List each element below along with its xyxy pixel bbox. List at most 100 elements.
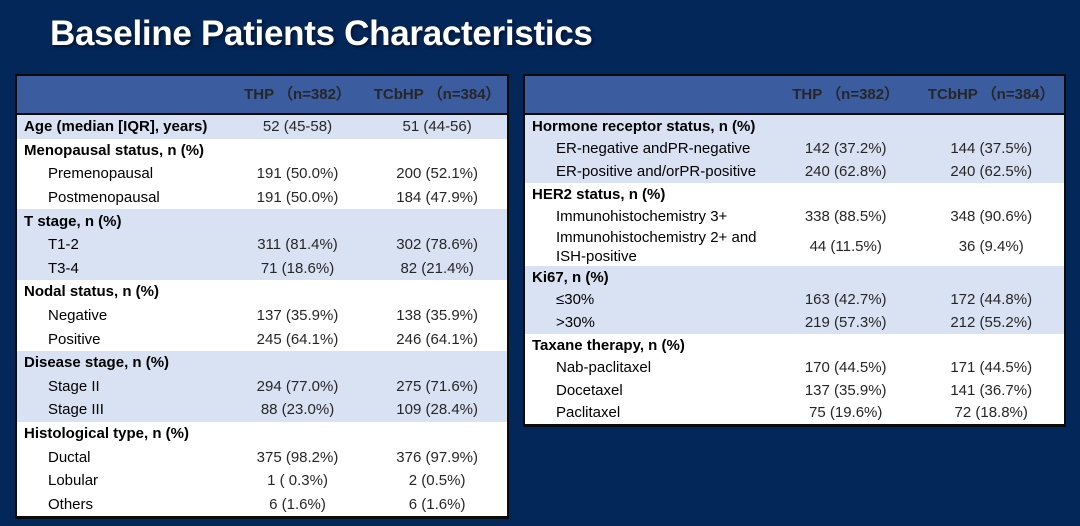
table-row: Postmenopausal 191 (50.0%) 184 (47.9%)	[17, 185, 507, 210]
row-item-label: T3-4	[48, 259, 79, 277]
value-tcbhp: 246 (64.1%)	[396, 330, 478, 348]
value-tcbhp: 109 (28.4%)	[396, 401, 478, 419]
row-item-label: Stage II	[48, 377, 100, 395]
row-item-label: >30%	[556, 313, 595, 331]
value-tcbhp: 72 (18.8%)	[954, 404, 1028, 422]
page-title: Baseline Patients Characteristics	[50, 14, 593, 53]
table-row: Others 6 (1.6%) 6 (1.6%)	[17, 492, 507, 517]
baseline-table-demographics: THP （n=382） TCbHP （n=384） Age (median [IQR…	[15, 74, 509, 520]
table-row: Histological type, n (%)	[17, 421, 507, 446]
value-thp: 338 (88.5%)	[804, 208, 887, 226]
row-item-label: Docetaxel	[556, 381, 623, 399]
table-row: T1-2 311 (81.4%) 302 (78.6%)	[17, 232, 507, 257]
table-row: Stage II 294 (77.0%) 275 (71.6%)	[17, 374, 507, 399]
value-tcbhp: 275 (71.6%)	[396, 377, 478, 395]
table-row: Nodal status, n (%)	[17, 280, 507, 304]
row-category-label: Age (median [IQR], years)	[24, 118, 208, 136]
row-item-label: ER-positive and/orPR-positive	[556, 162, 757, 180]
value-thp: 142 (37.2%)	[804, 140, 887, 158]
table-row: Ki67, n (%)	[525, 265, 1064, 289]
table-row: Negative 137 (35.9%) 138 (35.9%)	[17, 303, 507, 328]
value-thp: 245 (64.1%)	[256, 330, 339, 348]
value-thp: 219 (57.3%)	[804, 313, 887, 331]
table-row: ER-positive and/orPR-positive 240 (62.8%)…	[525, 160, 1064, 183]
value-tcbhp: 51 (44-56)	[402, 118, 472, 136]
table-row: Age (median [IQR], years) 52 (45-58) 51 (4…	[17, 115, 507, 139]
row-item-label: Lobular	[48, 472, 99, 490]
row-item-label: Negative	[48, 307, 108, 325]
value-thp: 1 ( 0.3%)	[267, 472, 328, 490]
column-header-thp: THP （n=382）	[792, 86, 900, 103]
table-row: T stage, n (%)	[17, 209, 507, 233]
value-thp: 240 (62.8%)	[804, 162, 887, 180]
row-item-label: Postmenopausal	[48, 189, 160, 207]
value-tcbhp: 212 (55.2%)	[950, 313, 1033, 331]
row-item-label: ER-negative andPR-negative	[556, 140, 751, 158]
value-tcbhp: 348 (90.6%)	[950, 208, 1033, 226]
value-tcbhp: 144 (37.5%)	[950, 140, 1033, 158]
table-row: Nab-paclitaxel 170 (44.5%) 171 (44.5%)	[525, 356, 1064, 379]
value-thp: 375 (98.2%)	[256, 448, 339, 466]
value-thp: 137 (35.9%)	[804, 381, 887, 399]
table-row: >30% 219 (57.3%) 212 (55.2%)	[525, 311, 1064, 334]
value-tcbhp: 138 (35.9%)	[396, 307, 478, 325]
row-item-label: Immunohistochemistry 3+	[556, 208, 728, 226]
value-tcbhp: 6 (1.6%)	[408, 495, 466, 513]
column-header-thp: THP （n=382）	[244, 86, 351, 103]
value-tcbhp: 82 (21.4%)	[400, 259, 474, 277]
table-row: HER2 status, n (%)	[525, 182, 1064, 206]
value-thp: 71 (18.6%)	[260, 259, 335, 277]
row-category-label: Nodal status, n (%)	[24, 283, 160, 301]
table-row: Menopausal status, n (%)	[17, 138, 507, 163]
row-item-label: Ductal	[48, 448, 91, 466]
row-item-label: Stage III	[48, 401, 104, 419]
value-tcbhp: 141 (36.7%)	[950, 381, 1033, 399]
value-thp: 163 (42.7%)	[804, 291, 887, 309]
value-tcbhp: 172 (44.8%)	[950, 291, 1033, 309]
table-row: Immunohistochemistry 2+ and ISH-positive…	[525, 227, 1064, 266]
table-row: Disease stage, n (%)	[17, 350, 507, 375]
value-tcbhp: 240 (62.5%)	[950, 162, 1033, 180]
row-category-label: T stage, n (%)	[24, 212, 122, 230]
table-row: Hormone receptor status, n (%)	[525, 115, 1064, 138]
row-category-label: HER2 status, n (%)	[532, 185, 666, 203]
table-row: Stage III 88 (23.0%) 109 (28.4%)	[17, 398, 507, 422]
table-header-row: THP （n=382） TCbHP （n=384）	[525, 76, 1064, 115]
row-item-label: Paclitaxel	[556, 404, 621, 422]
table-row: Premenopausal 191 (50.0%) 200 (52.1%)	[17, 162, 507, 186]
table-row: Immunohistochemistry 3+ 338 (88.5%) 348 (9…	[525, 205, 1064, 228]
value-thp: 44 (11.5%)	[809, 238, 882, 256]
value-thp: 311 (81.4%)	[257, 236, 338, 254]
value-tcbhp: 200 (52.1%)	[396, 165, 478, 183]
baseline-table-tumor-treatment: THP （n=382） TCbHP （n=384） Hormone receptor…	[523, 74, 1066, 428]
column-header-tcbhp: TCbHP （n=384）	[373, 86, 501, 103]
value-thp: 191 (50.0%)	[256, 165, 339, 183]
value-thp: 294 (77.0%)	[256, 377, 339, 395]
row-category-label: Taxane therapy, n (%)	[532, 336, 685, 354]
table-row: ≤30% 163 (42.7%) 172 (44.8%)	[525, 288, 1064, 312]
row-category-label: Disease stage, n (%)	[24, 354, 170, 372]
row-category-label: Histological type, n (%)	[24, 425, 190, 443]
value-tcbhp: 184 (47.9%)	[396, 189, 478, 207]
value-tcbhp: 36 (9.4%)	[958, 238, 1024, 256]
row-item-label: Nab-paclitaxel	[556, 359, 652, 377]
table-row: Ductal 375 (98.2%) 376 (97.9%)	[17, 445, 507, 469]
value-tcbhp: 171 (44.5%)	[950, 359, 1033, 377]
table-row: Paclitaxel 75 (19.6%) 72 (18.8%)	[525, 401, 1064, 425]
value-thp: 137 (35.9%)	[256, 307, 339, 325]
row-item-label: Immunohistochemistry 2+ and ISH-positive	[556, 228, 757, 265]
row-item-label: Positive	[48, 330, 101, 348]
value-tcbhp: 376 (97.9%)	[396, 448, 478, 466]
table-row: Positive 245 (64.1%) 246 (64.1%)	[17, 327, 507, 351]
value-thp: 88 (23.0%)	[260, 401, 335, 419]
value-thp: 52 (45-58)	[262, 118, 333, 136]
value-thp: 170 (44.5%)	[804, 359, 887, 377]
value-thp: 6 (1.6%)	[269, 495, 326, 513]
value-thp: 75 (19.6%)	[809, 404, 883, 422]
row-item-label: Premenopausal	[48, 165, 154, 183]
table-row: Lobular 1 ( 0.3%) 2 (0.5%)	[17, 468, 507, 493]
table-row: Docetaxel 137 (35.9%) 141 (36.7%)	[525, 378, 1064, 402]
table-row: ER-negative andPR-negative 142 (37.2%) 144…	[525, 137, 1064, 161]
table-header-row: THP （n=382） TCbHP （n=384）	[17, 76, 507, 115]
row-category-label: Menopausal status, n (%)	[24, 141, 205, 159]
